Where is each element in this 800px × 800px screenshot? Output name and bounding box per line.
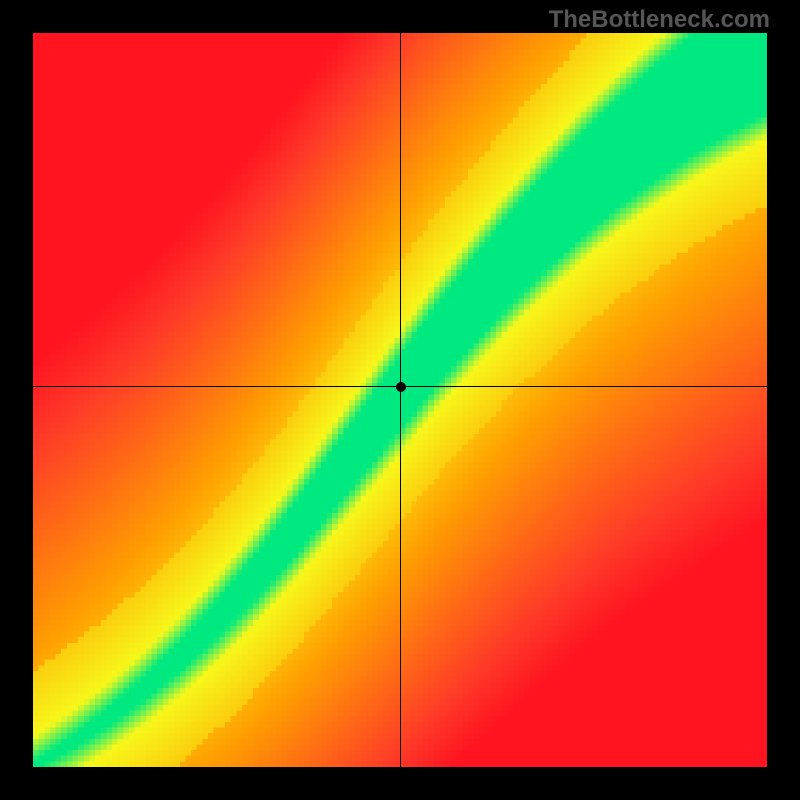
vertical-crosshair xyxy=(400,33,401,767)
watermark-text: TheBottleneck.com xyxy=(549,6,770,34)
crosshair-marker-dot xyxy=(396,382,406,392)
chart-container: TheBottleneck.com xyxy=(0,0,800,800)
